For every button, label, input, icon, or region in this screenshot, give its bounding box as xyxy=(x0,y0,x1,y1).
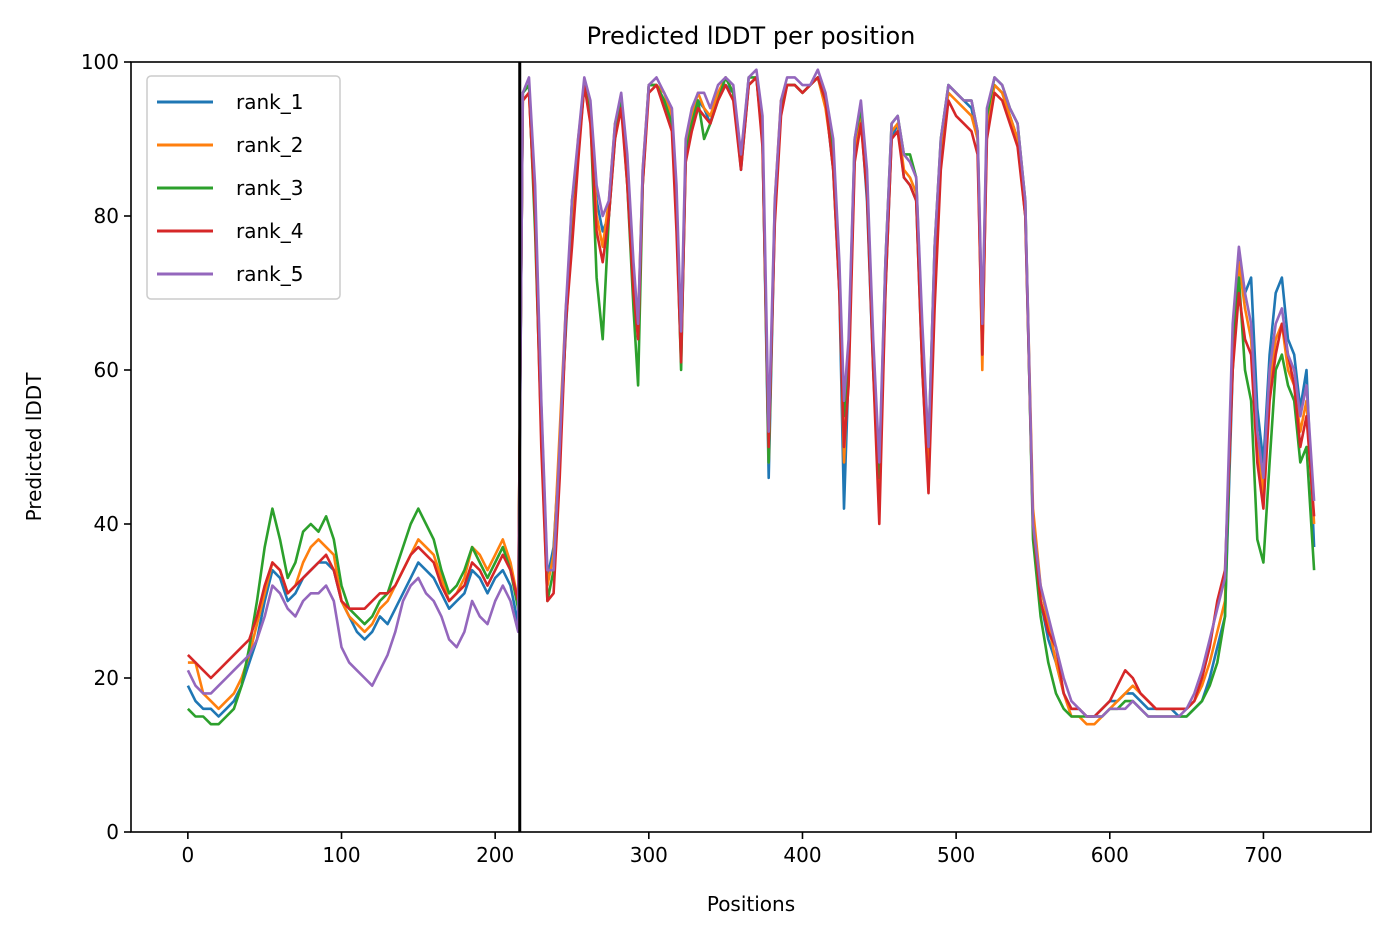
chart-title: Predicted lDDT per position xyxy=(587,22,916,50)
plot-area xyxy=(186,62,1316,832)
legend-label-rank_1: rank_1 xyxy=(236,90,303,114)
legend-label-rank_5: rank_5 xyxy=(236,262,303,286)
legend-label-rank_2: rank_2 xyxy=(236,133,303,157)
y-tick-label: 80 xyxy=(94,204,119,228)
x-tick-label: 300 xyxy=(630,843,668,867)
legend-label-rank_4: rank_4 xyxy=(236,219,303,243)
y-axis-label: Predicted lDDT xyxy=(22,372,46,522)
x-axis-label: Positions xyxy=(707,892,795,916)
x-tick-label: 500 xyxy=(937,843,975,867)
y-tick-label: 0 xyxy=(106,820,119,844)
y-tick-label: 40 xyxy=(94,512,119,536)
y-tick-label: 60 xyxy=(94,358,119,382)
x-tick-label: 100 xyxy=(322,843,360,867)
y-tick-label: 100 xyxy=(81,50,119,74)
x-axis: 0 100 200 300 400 500 600 700 xyxy=(181,832,1283,867)
plot-frame xyxy=(130,61,1372,833)
legend-label-rank_3: rank_3 xyxy=(236,176,303,200)
y-axis: 0 20 40 60 80 100 xyxy=(81,50,131,844)
x-tick-label: 200 xyxy=(476,843,514,867)
x-tick-label: 400 xyxy=(783,843,821,867)
series-line-rank_5 xyxy=(186,68,1316,718)
x-tick-label: 700 xyxy=(1244,843,1282,867)
legend-box xyxy=(146,75,341,300)
legend: rank_1 rank_2 rank_3 rank_4 rank_5 xyxy=(146,75,341,300)
x-tick-label: 0 xyxy=(181,843,194,867)
y-tick-label: 20 xyxy=(94,666,119,690)
x-tick-label: 600 xyxy=(1091,843,1129,867)
